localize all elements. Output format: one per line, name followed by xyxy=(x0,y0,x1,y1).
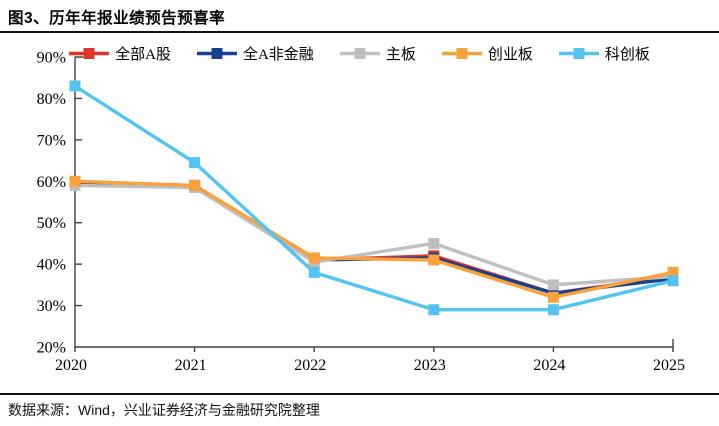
y-axis-label: 50% xyxy=(37,215,66,232)
y-axis-label: 40% xyxy=(37,257,66,274)
footer-divider xyxy=(0,393,719,395)
legend-item-创业板: 创业板 xyxy=(441,43,533,64)
legend-marker-icon xyxy=(196,48,237,59)
legend-marker-icon xyxy=(441,48,482,59)
data-point-科创板 xyxy=(667,275,679,287)
legend-item-全部A股: 全部A股 xyxy=(69,43,171,64)
y-axis-label: 90% xyxy=(37,50,66,67)
legend-label: 全部A股 xyxy=(115,47,171,63)
y-axis-label: 20% xyxy=(37,340,66,357)
legend-item-主板: 主板 xyxy=(339,43,416,64)
data-source-note: 数据来源：Wind，兴业证券经济与金融研究院整理 xyxy=(8,402,320,418)
x-axis-label: 2024 xyxy=(533,357,565,374)
legend-item-全A非金融: 全A非金融 xyxy=(196,43,314,64)
chart-title: 图3、历年年报业绩预告预喜率 xyxy=(8,10,226,27)
data-point-创业板 xyxy=(308,252,320,264)
data-point-创业板 xyxy=(547,291,559,303)
series-line-主板 xyxy=(74,183,674,287)
x-axis-label: 2023 xyxy=(414,357,446,374)
series-line-全部A股 xyxy=(74,181,674,295)
y-axis-label: 70% xyxy=(37,132,66,149)
legend-marker-icon xyxy=(339,48,380,59)
legend-label: 全A非金融 xyxy=(242,47,314,63)
data-point-科创板 xyxy=(308,266,320,278)
y-axis-label: 60% xyxy=(37,174,66,191)
data-point-科创板 xyxy=(189,157,201,169)
title-divider xyxy=(0,31,719,33)
axis-end-ticks xyxy=(75,56,674,347)
y-axis-label: 30% xyxy=(37,298,66,315)
data-point-科创板 xyxy=(428,304,440,316)
legend-item-科创板: 科创板 xyxy=(558,43,650,64)
x-axis-label: 2022 xyxy=(294,357,326,374)
chart-legend: 全部A股 全A非金融 主板 创业板 科创板 xyxy=(0,43,719,64)
data-point-科创板 xyxy=(547,304,559,316)
data-point-科创板 xyxy=(69,80,81,92)
data-point-创业板 xyxy=(189,179,201,191)
x-axis-label: 2025 xyxy=(653,357,685,374)
series-line-科创板 xyxy=(74,84,674,312)
x-axis-label: 2021 xyxy=(175,357,207,374)
series-line-创业板 xyxy=(74,179,674,300)
data-point-创业板 xyxy=(667,266,679,278)
legend-label: 创业板 xyxy=(487,47,533,63)
legend-label: 科创板 xyxy=(604,47,650,63)
x-axis-label: 2020 xyxy=(55,357,87,374)
series-line-全A非金融 xyxy=(74,181,674,295)
legend-marker-icon xyxy=(558,48,599,59)
legend-label: 主板 xyxy=(385,47,416,63)
data-point-主板 xyxy=(428,237,440,249)
legend-marker-icon xyxy=(69,48,110,59)
y-axis-label: 80% xyxy=(37,91,66,108)
data-point-创业板 xyxy=(428,254,440,266)
data-point-主板 xyxy=(547,279,559,291)
data-point-创业板 xyxy=(69,175,81,187)
